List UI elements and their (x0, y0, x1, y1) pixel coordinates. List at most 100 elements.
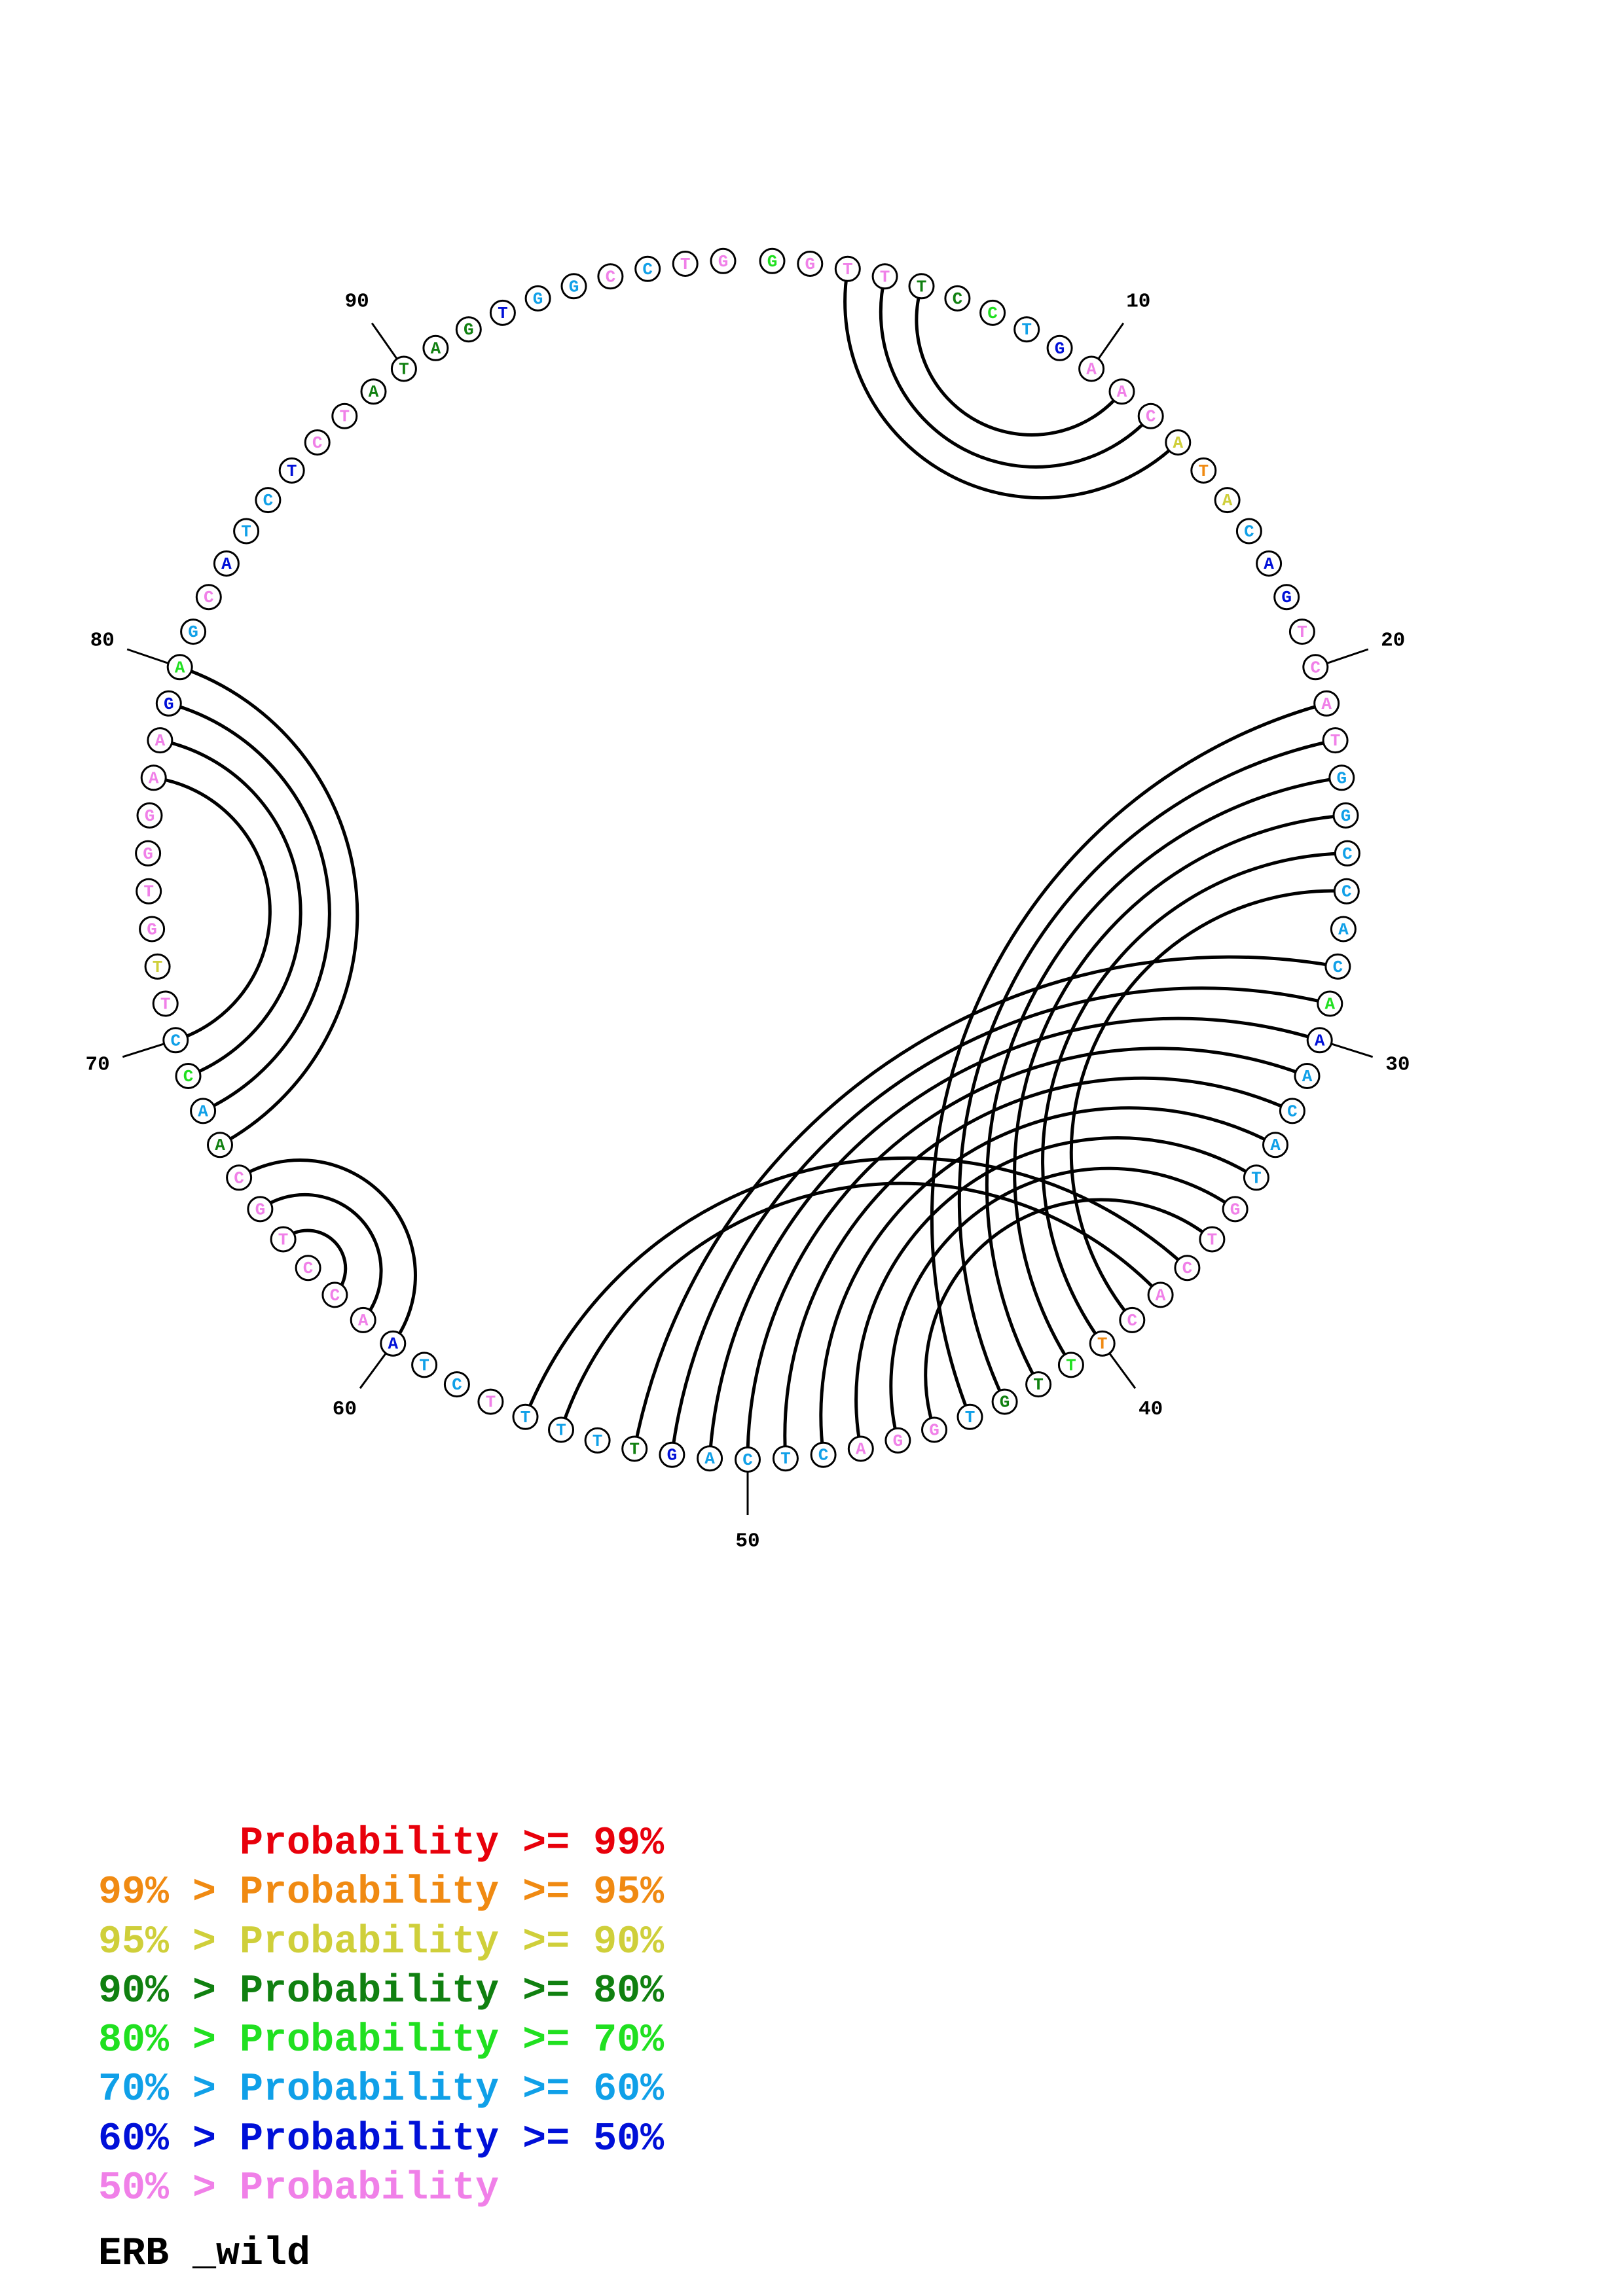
nucleotide: A (1214, 487, 1241, 514)
nucleotide: A (147, 727, 173, 754)
nucleotide-letter: A (369, 382, 379, 402)
nucleotide-circle (411, 1352, 438, 1378)
nucleotide: A (1256, 550, 1283, 577)
nucleotide: C (195, 584, 222, 611)
nucleotide: T (772, 1445, 799, 1472)
nucleotide-circle (195, 584, 222, 611)
legend-prefix: 70% > (98, 2068, 240, 2113)
nucleotide-circle (697, 1445, 723, 1472)
nucleotide: C (304, 429, 331, 456)
position-tick (126, 648, 169, 664)
nucleotide-circle (180, 619, 207, 645)
nucleotide-letter: T (1066, 1355, 1076, 1375)
nucleotide-circle (144, 953, 171, 980)
nucleotide-letter: T (629, 1440, 640, 1460)
nucleotide-letter: T (498, 304, 508, 323)
nucleotide-letter: G (143, 844, 153, 864)
nucleotide: G (139, 916, 166, 942)
nucleotide-letter: G (1000, 1393, 1010, 1412)
nucleotide-letter: G (1341, 806, 1351, 826)
position-label: 80 (90, 630, 115, 653)
nucleotide-letter: G (718, 252, 729, 272)
nucleotide-letter: C (263, 491, 274, 511)
nucleotide-circle (1199, 1226, 1226, 1253)
nucleotide: T (489, 299, 516, 326)
nucleotide-circle (422, 334, 449, 361)
base-pair-arcs (153, 268, 1347, 1460)
nucleotide-circle (735, 1446, 761, 1473)
nucleotide-letter: T (965, 1408, 976, 1427)
nucleotide-letter: A (431, 339, 441, 359)
base-pair-arc (746, 1047, 1308, 1460)
nucleotide-letter: C (953, 289, 963, 309)
nucleotide-letter: C (1342, 844, 1353, 864)
nucleotide-letter: T (780, 1449, 791, 1469)
nucleotide: G (884, 1427, 911, 1454)
nucleotide-letter: C (1287, 1102, 1298, 1121)
nucleotide-letter: A (1173, 433, 1183, 453)
position-label: 30 (1385, 1053, 1410, 1076)
nucleotide: T (477, 1388, 504, 1415)
nucleotide-circle (166, 654, 193, 681)
nucleotide-circle (759, 247, 786, 274)
nucleotide-circle (634, 255, 661, 282)
nucleotide: C (162, 1027, 189, 1054)
legend-label: Probability (240, 2117, 500, 2162)
nucleotide-letter: T (917, 277, 927, 296)
legend-label: Probability (240, 1969, 500, 2014)
base-pair-arc (559, 1181, 1162, 1431)
nucleotide-letter: A (1315, 1031, 1325, 1050)
nucleotide-circle (455, 316, 482, 343)
nucleotide-letter: A (155, 731, 166, 751)
nucleotide-letter: A (149, 768, 159, 788)
nucleotide-letter: A (358, 1311, 369, 1331)
base-pair-arc (1013, 814, 1346, 1366)
position-tick (359, 1352, 387, 1390)
nucleotide: T (1025, 1371, 1052, 1398)
nucleotide-circle (991, 1388, 1018, 1415)
nucleotide: C (1333, 878, 1360, 905)
nucleotide: A (350, 1306, 376, 1333)
nucleotide-circle (213, 550, 240, 577)
nucleotide-circle (1108, 378, 1135, 405)
legend-label: Probability (240, 1871, 500, 1916)
nucleotide: T (1013, 316, 1040, 343)
nucleotide-circle (1119, 1306, 1146, 1333)
nucleotide-letter: T (1297, 622, 1307, 642)
nucleotide-letter: C (642, 260, 653, 279)
base-pair-arc (889, 1166, 1237, 1441)
nucleotide-letter: T (160, 995, 171, 1014)
nucleotide-circle (1057, 1352, 1084, 1378)
nucleotide-letter: C (818, 1446, 829, 1465)
base-pair-arc (259, 1193, 383, 1321)
nucleotide: G (1332, 802, 1359, 829)
nucleotide: T (908, 273, 935, 300)
base-pair-arc (282, 1229, 348, 1297)
nucleotide: T (672, 251, 699, 277)
position-label: 60 (333, 1398, 357, 1421)
nucleotide: C (634, 255, 661, 282)
nucleotide-circle (152, 990, 179, 1017)
nucleotide-letter: T (278, 1230, 289, 1250)
legend-row: 70% > Probability >= 60% (98, 2066, 664, 2115)
nucleotide-letter: G (893, 1431, 903, 1451)
nucleotide: C (175, 1063, 202, 1089)
base-pair-arc (1069, 889, 1347, 1321)
legend-label: Probability (240, 1920, 500, 1965)
nucleotide-letter: A (215, 1136, 225, 1155)
nucleotide: A (1306, 1027, 1333, 1054)
nucleotide-circle (139, 916, 166, 942)
nucleotide-circle (477, 1388, 504, 1415)
nucleotide-letter: T (680, 255, 691, 274)
nucleotide-circle (847, 1435, 874, 1462)
nucleotide: G (1273, 584, 1300, 611)
nucleotide-circle (390, 355, 417, 382)
nucleotide-letter: A (1156, 1285, 1166, 1305)
position-tick (1097, 322, 1125, 360)
nucleotide: A (697, 1445, 723, 1472)
nucleotide-letter: T (241, 522, 251, 542)
legend-threshold: >= 90% (499, 1920, 665, 1965)
nucleotide-letter: T (419, 1355, 429, 1375)
nucleotide-circle (908, 273, 935, 300)
nucleotide-circle (871, 263, 898, 290)
